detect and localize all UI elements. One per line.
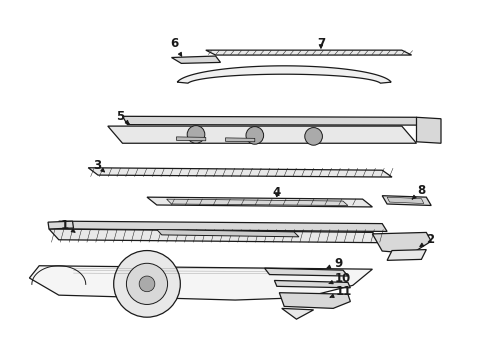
Text: 7: 7 — [317, 37, 325, 50]
Polygon shape — [177, 66, 391, 83]
Circle shape — [187, 126, 205, 143]
Polygon shape — [157, 229, 299, 237]
Circle shape — [114, 251, 180, 317]
Text: 3: 3 — [93, 159, 104, 172]
Text: 5: 5 — [116, 110, 129, 124]
Polygon shape — [29, 266, 372, 300]
Text: 11: 11 — [330, 285, 352, 298]
Polygon shape — [416, 117, 441, 143]
Circle shape — [139, 276, 155, 292]
Text: 8: 8 — [412, 184, 425, 199]
Polygon shape — [206, 50, 412, 55]
Polygon shape — [108, 126, 416, 143]
Polygon shape — [88, 168, 392, 177]
Text: 2: 2 — [420, 233, 434, 247]
Polygon shape — [265, 268, 348, 276]
Circle shape — [305, 127, 322, 145]
Polygon shape — [48, 221, 74, 229]
Polygon shape — [387, 197, 424, 203]
Polygon shape — [147, 197, 372, 207]
Circle shape — [126, 263, 168, 305]
Text: 9: 9 — [327, 257, 342, 270]
Circle shape — [246, 127, 264, 144]
Polygon shape — [122, 116, 421, 125]
Polygon shape — [225, 138, 255, 142]
Polygon shape — [372, 233, 431, 253]
Polygon shape — [382, 196, 431, 206]
Polygon shape — [282, 309, 314, 319]
Polygon shape — [59, 221, 387, 231]
Text: 6: 6 — [170, 37, 182, 56]
Polygon shape — [274, 280, 350, 288]
Text: 1: 1 — [61, 219, 75, 232]
Polygon shape — [172, 56, 220, 63]
Polygon shape — [167, 199, 348, 206]
Polygon shape — [176, 137, 206, 141]
Polygon shape — [387, 249, 426, 260]
Text: 4: 4 — [273, 186, 281, 199]
Polygon shape — [49, 229, 382, 243]
Text: 10: 10 — [329, 271, 351, 284]
Polygon shape — [279, 293, 350, 309]
